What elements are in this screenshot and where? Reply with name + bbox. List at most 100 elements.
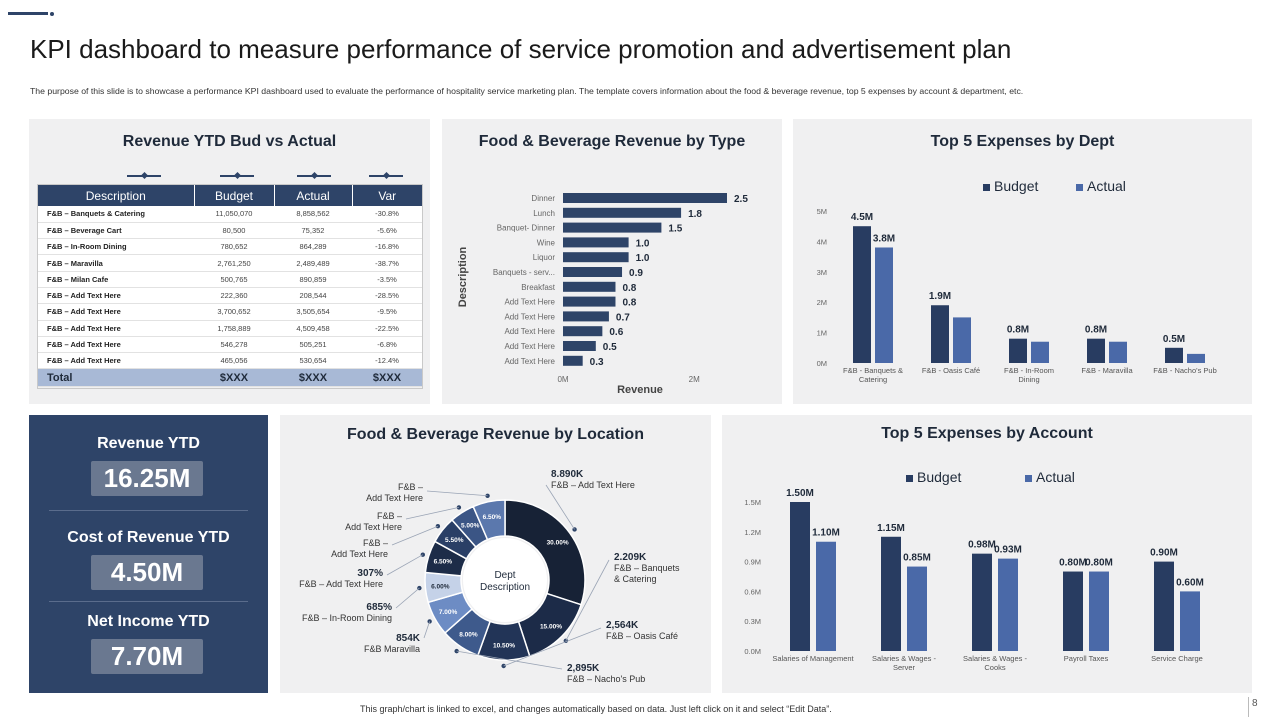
data-label: 2.5 (734, 194, 748, 205)
bar (563, 222, 662, 233)
slice-name-label: F&B – Banquets (614, 563, 680, 573)
fb-revenue-type-panel: Food & Beverage Revenue by Type Dinner 2.… (442, 119, 782, 404)
fb-revenue-type-chart: Dinner 2.5 Lunch 1.8 Banquet- Dinner 1.5 Wine 1… (457, 193, 748, 396)
table-cell: 11,050,070 (194, 206, 274, 223)
header-actual: Actual (274, 185, 353, 206)
table-total-row: Total $XXX $XXX $XXX (38, 368, 422, 388)
table-cell: 500,765 (194, 271, 274, 288)
slice-name-label: Add Text Here (366, 493, 423, 503)
donut-hole (463, 538, 547, 622)
fb-revenue-location-chart: 30.00%15.00%10.50%8.00%7.00%6.00%6.50%5.… (299, 469, 680, 684)
table-cell: F&B – Milan Cafe (38, 271, 194, 288)
table-cell: 465,056 (194, 352, 274, 370)
slice-name-label: F&B Maravilla (364, 644, 420, 654)
leader-dot (435, 524, 441, 529)
bar (1187, 353, 1205, 363)
table-cell: Total (38, 368, 194, 388)
data-label: 0.8M (1007, 325, 1029, 336)
table-cell: $XXX (352, 368, 422, 388)
bar (1165, 347, 1183, 363)
table-cell: F&B – In-Room Dining (38, 238, 194, 256)
bar (998, 558, 1018, 651)
slice-name-label: Add Text Here (331, 549, 388, 559)
data-label: 0.8 (622, 298, 636, 309)
slice-percent-label: 10.50% (493, 642, 515, 649)
table-cell: 890,859 (274, 271, 352, 288)
data-label: 0.8 (622, 283, 636, 294)
bar (972, 553, 992, 651)
y-tick-label: 3M (817, 268, 827, 277)
bar (1031, 341, 1049, 363)
expenses-dept-title: Top 5 Expenses by Dept (930, 133, 1115, 150)
bar (1154, 561, 1174, 651)
expenses-account-chart: 0.0M 0.3M 0.6M 0.9M 1.2M 1.5M Budget Actual 1.50… (744, 469, 1204, 672)
data-label: 0.6 (609, 327, 623, 338)
data-label: 1.8 (688, 209, 702, 220)
category-label: Server (893, 663, 916, 672)
leader-line (426, 490, 488, 497)
table-row: F&B – Add Text Here 1,758,889 4,509,458 -22… (38, 320, 422, 337)
category-label: Cooks (984, 663, 1006, 672)
table-cell: -28.5% (352, 287, 422, 305)
donut-center-label: Description (480, 582, 530, 593)
bar (563, 296, 616, 307)
category-label: Banquet- Dinner (497, 224, 556, 233)
table-cell: -5.6% (352, 222, 422, 240)
leader-dot (501, 663, 506, 669)
category-label: Dining (1018, 375, 1039, 384)
leader-line (565, 559, 610, 641)
x-tick-label: 0M (557, 375, 568, 384)
revenue-ytd-value: 16.25M (91, 461, 203, 496)
y-tick-label: 2M (817, 298, 827, 307)
leader-line (405, 506, 460, 520)
y-tick-label: 1M (817, 329, 827, 338)
page-subtitle: The purpose of this slide is to showcase… (30, 86, 1024, 96)
table-cell: 2,761,250 (194, 254, 274, 272)
table-row: F&B – Maravilla 2,761,250 2,489,489 -38.7% (38, 254, 422, 272)
page-number: 8 (1252, 698, 1258, 709)
table-cell: 80,500 (194, 222, 274, 240)
slice-name-label: F&B – Nacho's Pub (567, 674, 645, 684)
slice-name-label: F&B – (377, 511, 402, 521)
table-cell: F&B – Add Text Here (38, 336, 194, 354)
legend-swatch (1076, 184, 1083, 191)
data-label: 1.5 (668, 224, 682, 235)
data-label: 1.0 (636, 238, 650, 249)
expenses-account-title: Top 5 Expenses by Account (881, 425, 1093, 442)
decorative-dot (50, 12, 54, 16)
table-cell: 864,289 (274, 238, 352, 256)
table-cell: 530,654 (274, 352, 352, 370)
category-label: Service Charge (1151, 654, 1203, 663)
slice-name-label: F&B – (363, 538, 388, 548)
table-cell: 3,700,652 (194, 303, 274, 321)
data-label: 0.80M (1085, 558, 1113, 569)
y-axis-label: Description (457, 246, 469, 307)
cost-of-revenue-label: Cost of Revenue YTD (67, 529, 230, 546)
category-label: Add Text Here (504, 312, 555, 321)
table-cell: $XXX (194, 368, 274, 388)
bar (563, 267, 623, 277)
revenue-ytd-label: Revenue YTD (97, 435, 200, 452)
slice-value-label: 8.890K (551, 469, 584, 480)
slice-percent-label: 7.00% (439, 609, 458, 616)
table-row: F&B – Milan Cafe 500,765 890,859 -3.5% (38, 271, 422, 288)
leader-line (545, 484, 575, 530)
table-cell: -22.5% (352, 320, 422, 337)
y-tick-label: 0.3M (744, 617, 761, 626)
decorative-line (8, 12, 48, 15)
bar (563, 237, 629, 248)
category-label: Add Text Here (504, 342, 555, 351)
category-label: Payroll Taxes (1064, 654, 1109, 663)
table-cell: F&B – Beverage Cart (38, 222, 194, 240)
revenue-ytd-panel: Revenue YTD Bud vs Actual Description Bu… (29, 119, 430, 404)
legend-swatch (906, 475, 913, 482)
slice-value-label: 685% (366, 602, 392, 613)
category-label: Breakfast (521, 283, 556, 292)
bar (1063, 571, 1083, 651)
category-label: Wine (537, 238, 556, 247)
category-label: Dinner (531, 194, 555, 203)
bar (1009, 338, 1027, 363)
leader-line (423, 621, 431, 639)
table-row: F&B – Add Text Here 3,700,652 3,505,654 -9.… (38, 303, 422, 321)
bar (1109, 341, 1127, 363)
